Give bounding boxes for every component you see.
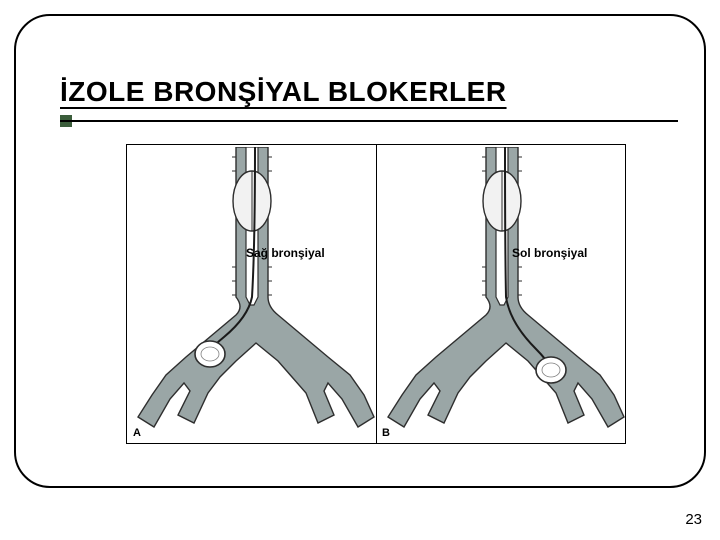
slide-frame: İZOLE BRONŞİYAL BLOKERLER: [14, 14, 706, 488]
panel-b-diagram: Sol bronşiyal bloker: [378, 147, 626, 443]
panel-b-label: B: [382, 427, 390, 439]
panel-a-label: A: [133, 427, 141, 439]
panel-b-caption-line1: Sol bronşiyal: [512, 246, 587, 260]
title-underline-rule: [60, 120, 678, 122]
panel-a-diagram: Sağ bronşiyal bloker: [128, 147, 376, 443]
page-title: İZOLE BRONŞİYAL BLOKERLER: [60, 76, 692, 108]
figure-divider: [376, 145, 377, 443]
title-block: İZOLE BRONŞİYAL BLOKERLER: [60, 76, 692, 108]
page-number: 23: [685, 511, 702, 528]
panel-a-caption-line1: Sağ bronşiyal: [246, 246, 325, 260]
figure-container: Sağ bronşiyal bloker: [126, 144, 626, 444]
